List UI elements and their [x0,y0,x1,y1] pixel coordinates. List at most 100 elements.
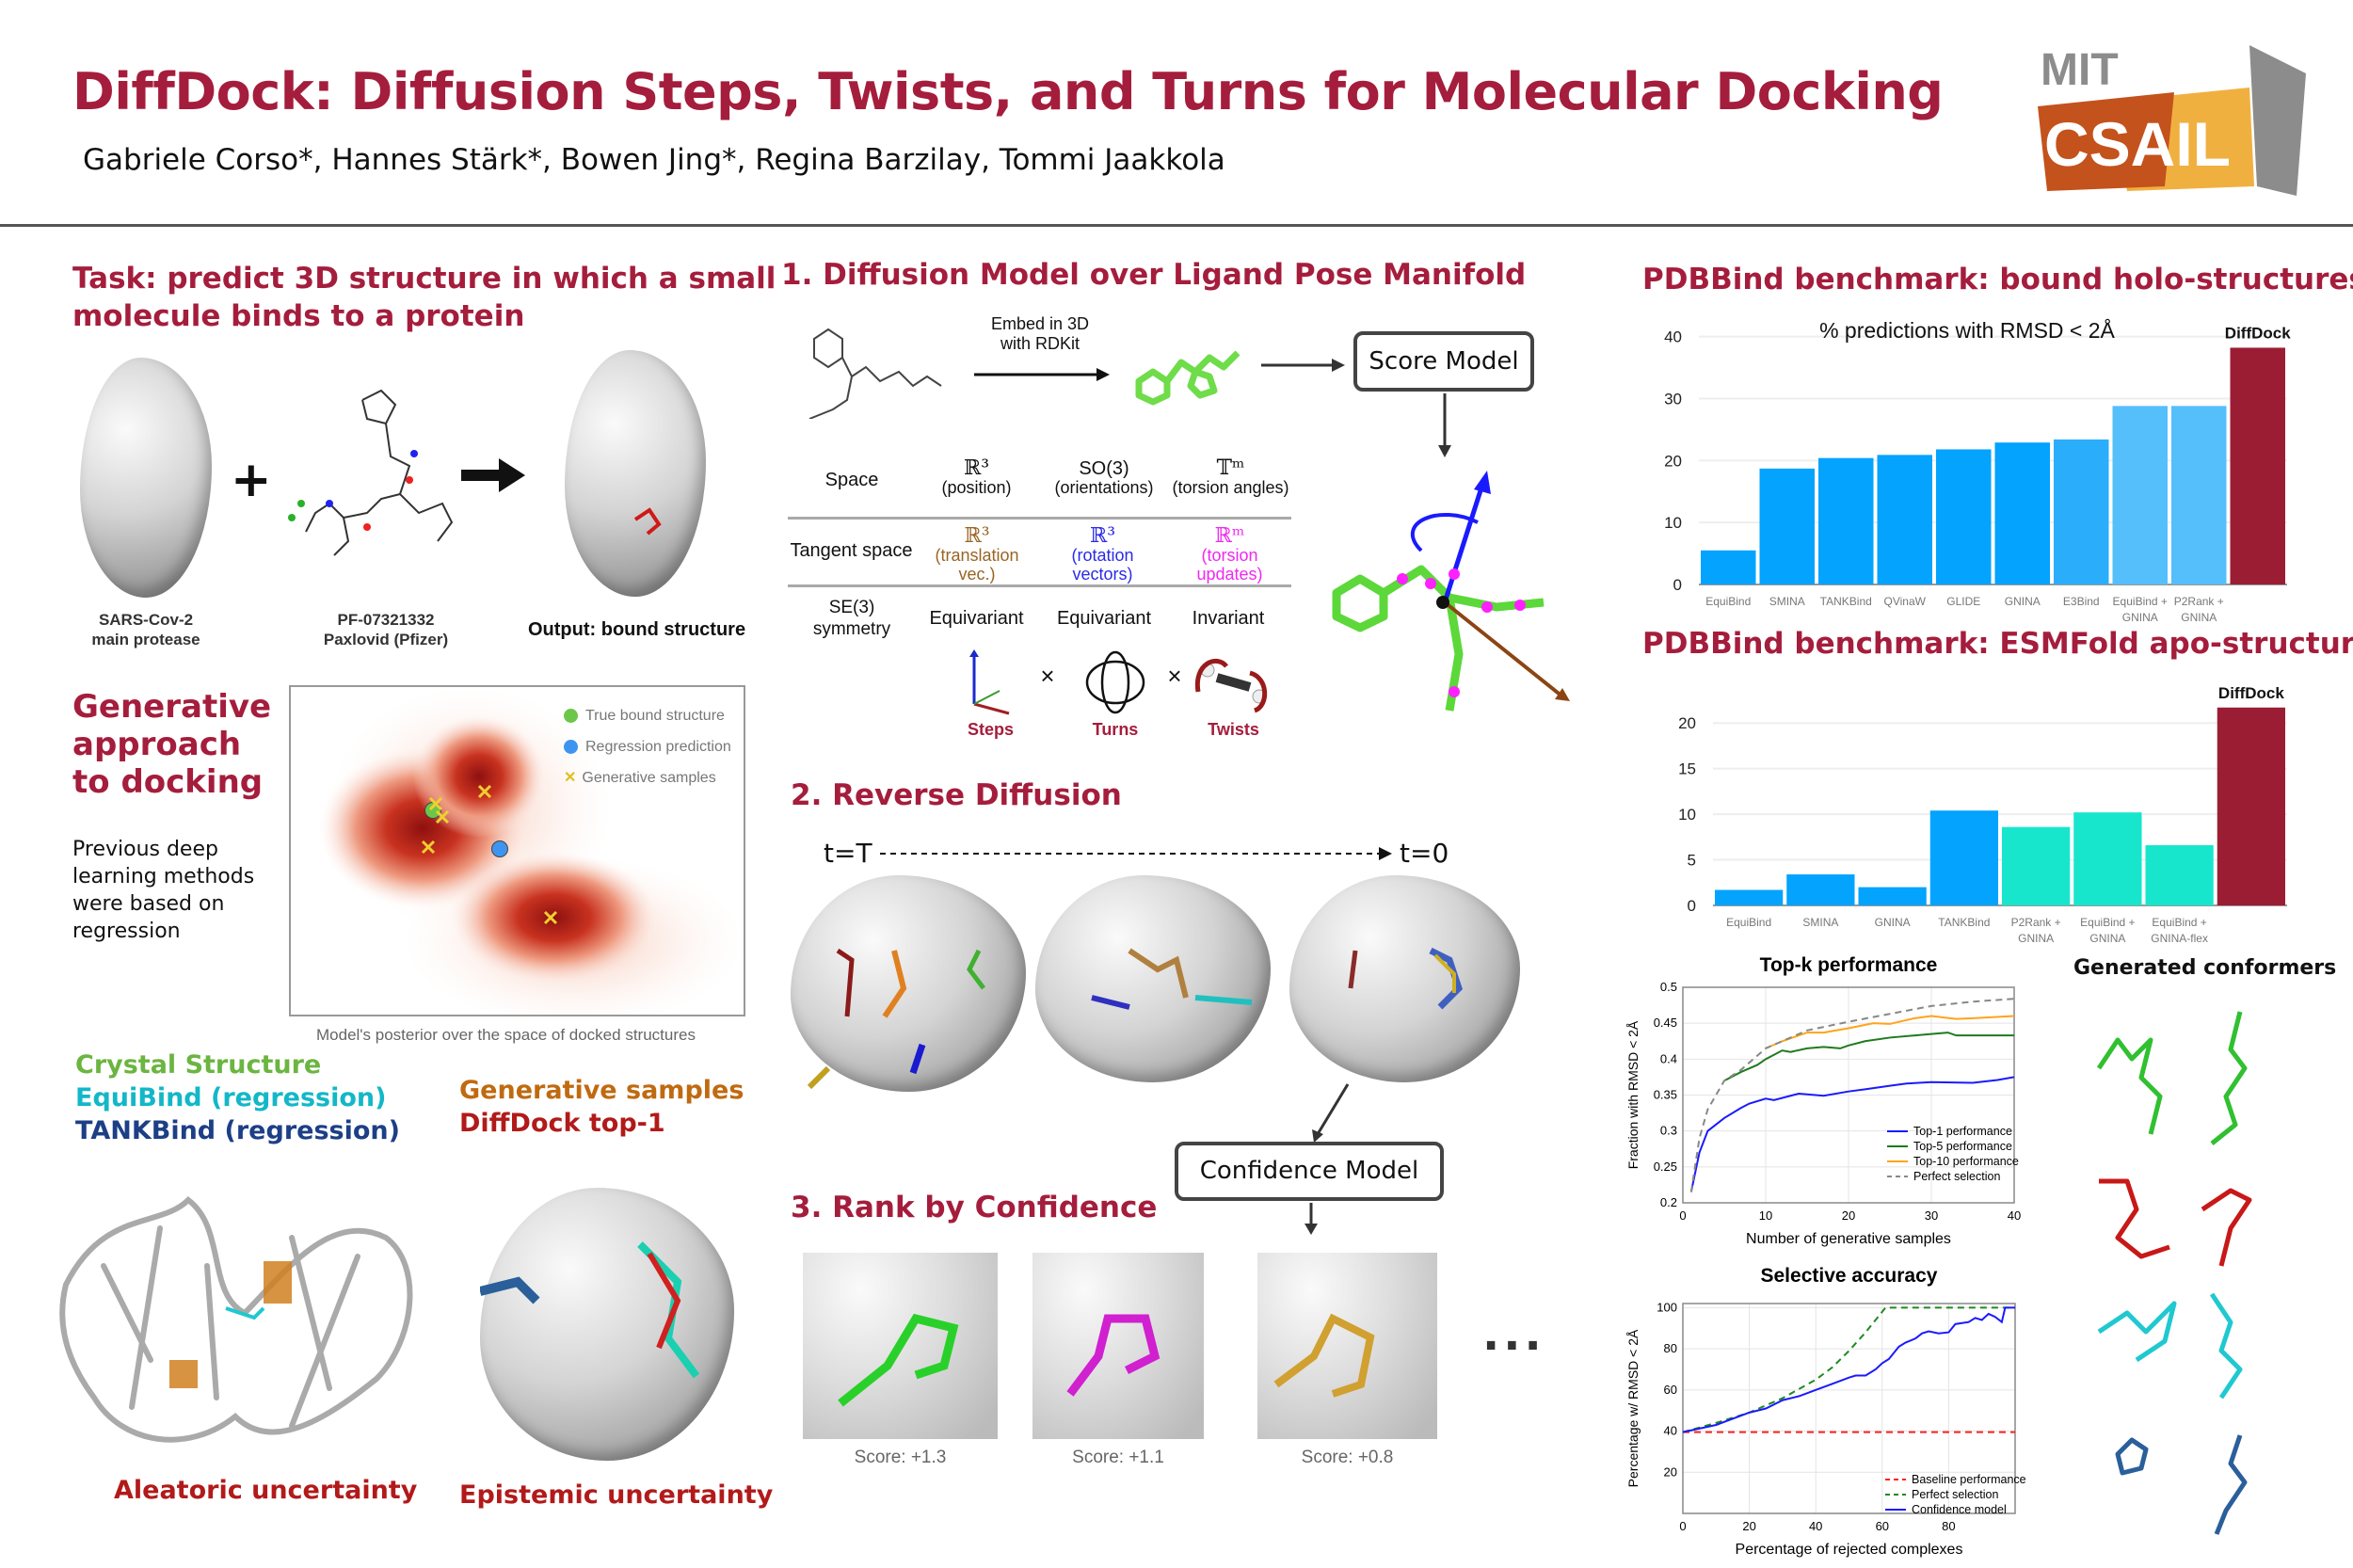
holo-benchmark-bar-chart: 0 10 20 30 40 EquiBind SMINA TANKBind QVinaW GLID… [1664,317,2291,624]
legend-label: Confidence model [1912,1503,2007,1516]
tangent-symbol: ℝᵐ [1214,524,1245,548]
series-line-top-5-performance [1723,1032,2014,1082]
bar-tankbind [1929,810,1998,905]
poster-title: DiffDock: Diffusion Steps, Twists, and T… [72,62,1944,121]
x-tick-label: EquiBind + [2080,916,2135,929]
pose-score-1: Score: +1.3 [854,1448,947,1467]
ligand-update-vectors-image [1332,471,1570,712]
mit-csail-logo: MIT CSAIL [2033,36,2315,200]
posterior-density-map [319,687,743,1015]
x-tick-label: GNINA [2089,932,2125,945]
y-axis-label: Percentage w/ RMSD < 2Å [1625,1329,1641,1487]
diffusion-heading: 1. Diffusion Model over Ligand Pose Mani… [781,258,1527,292]
y-tick-label: 60 [1664,1383,1677,1397]
yellow-x-icon: ✕ [564,770,577,786]
y-tick-label: 10 [1664,514,1682,532]
y-tick-label: 20 [1678,714,1696,732]
logo-mit-text: MIT [2041,45,2119,95]
legend-regression: Regression prediction [564,731,731,762]
x-tick-label: 20 [1742,1519,1755,1533]
x-tick-label: QVinaW [1884,595,1927,608]
chart-title: Selective accuracy [1761,1265,1938,1287]
series-line-perfect-selection [1689,998,2015,1192]
holo-heading: PDBBind benchmark: bound holo-structures [1642,263,2353,296]
legend-label: Top-5 performance [1913,1140,2012,1153]
t-start-label: t=T [824,838,872,869]
series-line-perfect-selection [1682,1306,2015,1433]
y-tick-label: 0.4 [1660,1051,1677,1065]
space-symbol: 𝕋ᵐ [1216,456,1245,480]
y-tick-label: 0.35 [1654,1088,1677,1102]
plot-frame [1682,986,2015,1204]
legend-label: Perfect selection [1913,1170,2000,1183]
bar-diffdock [2217,707,2285,905]
pose-score-3: Score: +0.8 [1301,1448,1394,1467]
task-heading: Task: predict 3D structure in which a sm… [72,260,776,335]
topk-performance-line-chart: Top-k performance 0 10 20 30 40 0.2 0.25 0.3 0.35… [1625,954,2021,1247]
row-label-symmetry: SE(3) symmetry [795,597,908,640]
times-symbol: × [1040,662,1055,690]
x-tick-label: P2Rank + [2174,595,2224,608]
bar-glide [1936,449,1992,584]
tangent-desc: (rotation vectors) [1071,546,1134,584]
description-line-2: learning methods [72,865,255,888]
score-model-box: Score Model [1353,331,1534,392]
space-desc: (orientations) [1054,478,1154,497]
x-tick-label: EquiBind [1705,595,1751,608]
tangent-symbol: ℝ³ [1089,524,1116,548]
space-symbol: ℝ³ [963,456,990,480]
x-tick-label: EquiBind + [2113,595,2168,608]
bound-ligand-marker [633,507,662,536]
bar-equibind [1701,550,1756,584]
tangent-desc: (translation vec.) [935,546,1019,584]
x-axis-label: Percentage of rejected complexes [1736,1542,1963,1558]
generated-conformers-image [2096,1011,2252,1535]
embed-label: Embed in 3D with RDKit [979,314,1101,354]
y-tick-label: 15 [1678,760,1696,778]
x-tick-label: TANKBind [1938,916,1990,929]
x-tick-label: 10 [1759,1208,1772,1223]
y-axis-label: Fraction with RMSD < 2Å [1625,1020,1641,1169]
blue-dot-icon [564,740,578,755]
legend-label: Generative samples [582,770,716,786]
header-divider [0,224,2353,227]
task-heading-line-1: Task: predict 3D structure in which a sm… [72,262,776,296]
apo-heading: PDBBind benchmark: ESMFold apo-structure… [1642,627,2353,661]
legend-true-structure: True bound structure [564,700,731,731]
space-symbol: SO(3) [1079,458,1129,479]
mit-csail-logo-graphic: MIT CSAIL [2038,45,2306,196]
legend-generative: ✕ Generative samples [564,762,731,793]
symmetry-label-line-1: SE(3) [828,598,875,617]
ligand-label: PF-07321332 Paxlovid (Pfizer) [296,610,475,649]
space-position: ℝ³ (position) [922,456,1031,498]
task-heading-line-2: molecule binds to a protein [72,299,525,333]
x-tick-label: 80 [1942,1519,1955,1533]
y-tick-label: 10 [1678,806,1696,824]
x-tick-label: GNINA [1875,916,1911,929]
docked-ligands [478,1241,700,1379]
plot-frame [1682,1303,2016,1514]
ranked-pose-2 [1032,1253,1204,1439]
regression-prediction-marker [491,840,508,857]
aleatoric-label: Aleatoric uncertainty [114,1476,418,1505]
tangent-rotation: ℝ³ (rotation vectors) [1039,524,1166,584]
x-tick-label: SMINA [1802,916,1838,929]
bar-qvinaw [1877,455,1932,584]
posterior-legend: True bound structure Regression predicti… [564,700,731,793]
output-label: Output: bound structure [528,619,746,640]
protein-surface-image [80,358,212,598]
y-tick-label: 40 [1664,328,1682,346]
epistemic-protein-image [478,1188,734,1461]
steps-axes-icon [969,649,1010,715]
x-tick-label: 60 [1876,1519,1889,1533]
generative-heading-line-2: approach [72,726,242,763]
y-tick-label: 100 [1657,1300,1677,1314]
generative-description: Previous deep learning methods were base… [72,836,254,945]
x-tick-label: GNINA [2181,611,2217,624]
protein-label-line-2: main protease [91,631,200,648]
steps-label: Steps [967,720,1015,739]
highlight-label: DiffDock [2218,684,2284,702]
epistemic-label: Epistemic uncertainty [459,1480,774,1510]
x-tick-label: GNINA [2005,595,2041,608]
rank-heading: 3. Rank by Confidence [791,1191,1158,1224]
